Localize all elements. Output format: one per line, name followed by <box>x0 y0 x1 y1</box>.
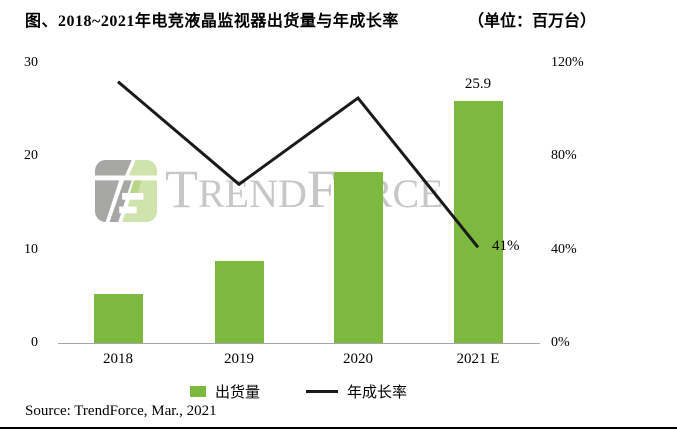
left-axis-tick: 0 <box>31 335 38 350</box>
bar-2019 <box>214 260 264 343</box>
growth-line-swatch-icon <box>306 390 339 393</box>
growth-polyline <box>117 80 480 249</box>
legend-item-shipments: 出货量 <box>190 381 260 402</box>
right-axis-tick: 0% <box>551 335 570 350</box>
right-axis-tick: 40% <box>551 241 577 257</box>
legend: 出货量 年成长率 <box>190 381 407 402</box>
bottom-rule <box>0 427 677 429</box>
bar-2021 E <box>453 101 503 343</box>
unit-label: （单位：百万台） <box>468 13 597 30</box>
legend-label-growth: 年成长率 <box>347 385 408 401</box>
category-label: 2019 <box>224 351 254 367</box>
shipments-swatch-icon <box>190 386 206 397</box>
left-axis-tick: 20 <box>24 148 38 164</box>
growth-line <box>117 80 480 249</box>
legend-item-growth: 年成长率 <box>306 381 407 402</box>
bar-value-label: 25.9 <box>464 76 492 93</box>
bar-2020 <box>333 172 383 343</box>
category-label: 2020 <box>343 351 373 367</box>
source-note: Source: TrendForce, Mar., 2021 <box>25 403 217 419</box>
category-label: 2018 <box>103 351 133 367</box>
plot-area <box>58 63 540 343</box>
right-axis-tick: 120% <box>551 55 584 70</box>
left-axis-tick: 10 <box>24 241 38 257</box>
chart-title: 图、2018~2021年电竞液晶监视器出货量与年成长率 <box>25 13 399 30</box>
x-axis-line <box>58 343 540 344</box>
line-value-label: 41% <box>492 238 520 255</box>
left-axis-tick: 30 <box>24 55 38 70</box>
legend-label-shipments: 出货量 <box>215 385 261 401</box>
right-axis-tick: 80% <box>551 148 577 164</box>
category-label: 2021 E <box>456 351 500 367</box>
bar-2018 <box>93 294 143 343</box>
